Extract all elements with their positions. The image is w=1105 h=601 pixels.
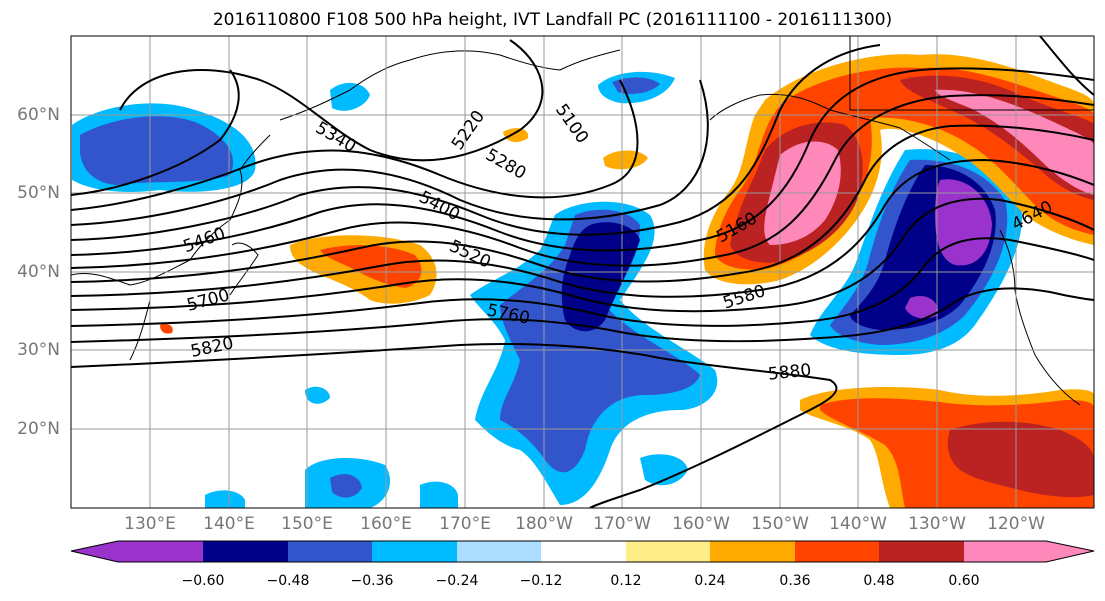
colorbar-swatch [710, 541, 795, 562]
colorbar-swatch [541, 541, 626, 562]
lat-label: 30°N [17, 340, 60, 360]
colorbar-tick-label: 0.24 [694, 573, 726, 589]
lon-label: 170°W [593, 514, 651, 534]
colorbar-tick-label: 0.60 [948, 573, 980, 589]
map-area: 5340 5220 5100 5280 5400 5160 5460 5520 … [71, 36, 1094, 508]
lon-label: 130°W [908, 514, 966, 534]
colorbar-swatch [626, 541, 710, 562]
colorbar-extend-high [1046, 541, 1094, 562]
colorbar [70, 540, 1095, 563]
lon-label: 130°E [124, 514, 176, 534]
lat-label: 60°N [17, 105, 60, 125]
lon-label: 150°E [281, 514, 333, 534]
colorbar-swatch [203, 541, 288, 562]
lon-label: 170°E [439, 514, 491, 534]
colorbar-tick-label: 0.36 [779, 573, 811, 589]
colorbar-swatch [879, 541, 964, 562]
colorbar-extend-low [71, 541, 118, 562]
colorbar-tick-label: 0.12 [610, 573, 642, 589]
colorbar-tick-label: −0.48 [266, 573, 310, 589]
height-contours [71, 36, 1094, 508]
map-title: 2016110800 F108 500 hPa height, IVT Land… [212, 10, 893, 30]
lon-label: 120°W [987, 514, 1045, 534]
colorbar-tick-label: −0.36 [350, 573, 394, 589]
colorbar-swatch [964, 541, 1046, 562]
lon-label: 180°W [515, 514, 573, 534]
colorbar-swatch [372, 541, 457, 562]
lon-label: 150°W [751, 514, 809, 534]
lon-label: 160°W [672, 514, 730, 534]
lat-label: 20°N [17, 419, 60, 439]
lat-label: 40°N [17, 262, 60, 282]
colorbar-tick-label: −0.60 [181, 573, 225, 589]
colorbar-tick-label: 0.48 [863, 573, 895, 589]
graticule [71, 36, 1094, 508]
lat-label: 50°N [17, 183, 60, 203]
colorbar-swatch [795, 541, 879, 562]
colorbar-swatch [288, 541, 372, 562]
lon-label: 140°W [829, 514, 887, 534]
colorbar-swatch [457, 541, 541, 562]
contour-label: 5880 [767, 360, 812, 384]
colorbar-tick-label: −0.24 [435, 573, 479, 589]
colorbar-tick-label: −0.12 [519, 573, 563, 589]
lon-label: 140°E [203, 514, 255, 534]
colorbar-swatch [118, 541, 203, 562]
lon-label: 160°E [360, 514, 412, 534]
